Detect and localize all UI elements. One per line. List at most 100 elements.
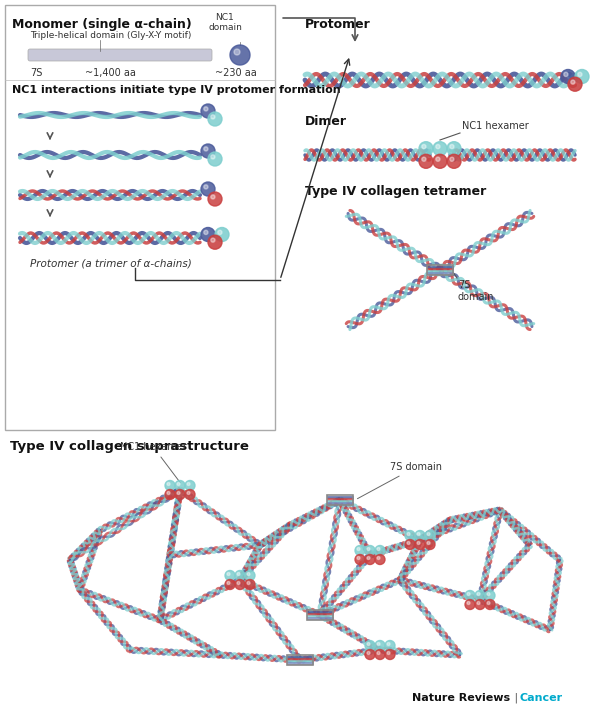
Circle shape (571, 80, 575, 84)
Circle shape (485, 591, 495, 601)
Circle shape (375, 640, 385, 650)
Circle shape (208, 192, 222, 206)
Circle shape (436, 157, 440, 162)
Circle shape (204, 147, 208, 151)
Circle shape (211, 155, 215, 159)
Circle shape (187, 483, 190, 486)
Circle shape (218, 230, 222, 235)
Circle shape (407, 532, 410, 535)
Circle shape (211, 195, 215, 199)
Circle shape (167, 491, 170, 494)
Circle shape (377, 642, 380, 645)
Circle shape (568, 77, 582, 91)
Circle shape (245, 571, 255, 581)
Circle shape (385, 649, 395, 659)
Circle shape (204, 185, 208, 189)
Circle shape (201, 228, 215, 242)
Circle shape (208, 112, 222, 126)
Text: NC1 interactions initiate type IV protomer formation: NC1 interactions initiate type IV protom… (12, 85, 341, 95)
Circle shape (433, 155, 447, 168)
Circle shape (237, 581, 240, 584)
Text: Type IV collagen tetramer: Type IV collagen tetramer (305, 185, 486, 198)
Circle shape (564, 72, 568, 77)
Text: |: | (511, 693, 521, 703)
Circle shape (204, 107, 208, 111)
Circle shape (377, 652, 380, 654)
Bar (287, 655, 313, 665)
Circle shape (415, 530, 425, 540)
Circle shape (433, 142, 447, 156)
Circle shape (187, 491, 190, 494)
Circle shape (450, 157, 454, 162)
Circle shape (201, 144, 215, 158)
Text: Triple-helical domain (Gly-X-Y motif): Triple-helical domain (Gly-X-Y motif) (30, 31, 191, 40)
Circle shape (427, 532, 430, 535)
Circle shape (450, 145, 454, 149)
Text: NC1
domain: NC1 domain (208, 13, 242, 32)
Circle shape (235, 579, 245, 589)
Text: Monomer (single α-chain): Monomer (single α-chain) (12, 18, 192, 31)
Circle shape (422, 157, 426, 162)
Circle shape (419, 155, 433, 168)
Text: 7S: 7S (30, 68, 43, 78)
Circle shape (165, 481, 175, 491)
Text: NC1 hexamer: NC1 hexamer (120, 442, 187, 483)
Circle shape (365, 554, 375, 564)
Circle shape (367, 557, 370, 559)
Circle shape (475, 591, 485, 601)
Text: 7S
domain: 7S domain (458, 280, 494, 301)
Circle shape (365, 640, 375, 650)
Circle shape (365, 545, 375, 555)
Circle shape (167, 483, 170, 486)
Circle shape (185, 481, 195, 491)
Circle shape (575, 69, 589, 84)
Circle shape (355, 554, 365, 564)
Circle shape (185, 489, 195, 500)
Circle shape (387, 652, 390, 654)
Circle shape (419, 142, 433, 156)
Circle shape (230, 45, 250, 65)
Circle shape (387, 642, 390, 645)
Circle shape (425, 530, 435, 540)
Circle shape (165, 489, 175, 500)
Text: Protomer: Protomer (305, 18, 371, 31)
Circle shape (211, 238, 215, 242)
Circle shape (208, 152, 222, 166)
Circle shape (467, 601, 470, 605)
Circle shape (377, 547, 380, 550)
Circle shape (417, 532, 420, 535)
Text: ~230 aa: ~230 aa (215, 68, 257, 78)
Circle shape (357, 557, 360, 559)
Circle shape (425, 540, 435, 549)
Circle shape (211, 115, 215, 119)
Text: Type IV collagen suprastructure: Type IV collagen suprastructure (10, 440, 249, 453)
Circle shape (375, 649, 385, 659)
Circle shape (467, 593, 470, 596)
Circle shape (417, 542, 420, 545)
Bar (327, 495, 353, 505)
FancyBboxPatch shape (28, 49, 212, 61)
Bar (307, 610, 333, 620)
Text: Dimer: Dimer (305, 115, 347, 128)
Circle shape (405, 530, 415, 540)
Circle shape (227, 572, 230, 576)
Circle shape (367, 547, 370, 550)
Text: Nature Reviews: Nature Reviews (412, 693, 510, 703)
Circle shape (485, 600, 495, 610)
Circle shape (422, 145, 426, 149)
Circle shape (475, 600, 485, 610)
Circle shape (367, 642, 370, 645)
Text: Protomer (a trimer of α-chains): Protomer (a trimer of α-chains) (30, 258, 192, 268)
Circle shape (415, 540, 425, 549)
Circle shape (247, 572, 250, 576)
Circle shape (227, 581, 230, 584)
Circle shape (405, 540, 415, 549)
Circle shape (177, 483, 180, 486)
Circle shape (375, 545, 385, 555)
Circle shape (365, 649, 375, 659)
Circle shape (215, 228, 229, 242)
Circle shape (465, 600, 475, 610)
Circle shape (201, 104, 215, 118)
Circle shape (177, 491, 180, 494)
Circle shape (487, 593, 490, 596)
